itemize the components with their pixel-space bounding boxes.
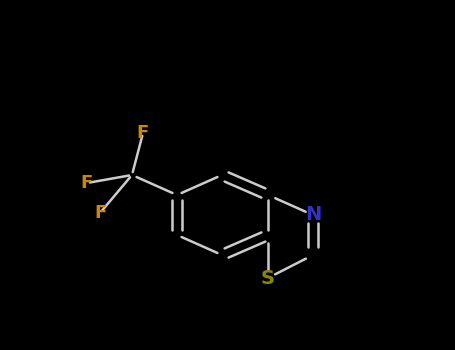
Text: F: F (81, 174, 93, 192)
Text: S: S (261, 268, 275, 287)
Text: F: F (137, 124, 149, 142)
Text: F: F (94, 204, 106, 222)
Text: N: N (305, 205, 321, 224)
